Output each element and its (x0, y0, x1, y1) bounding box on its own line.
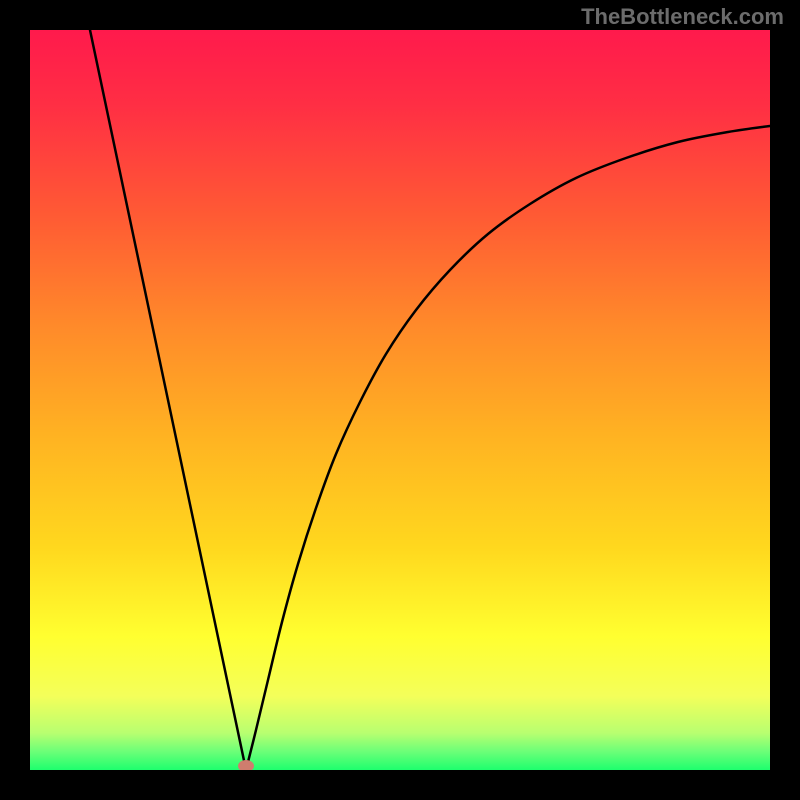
chart-container: TheBottleneck.com (0, 0, 800, 800)
curve-left-segment (90, 30, 246, 770)
watermark-text: TheBottleneck.com (581, 4, 784, 30)
curve-right-segment (246, 126, 770, 770)
plot-area (30, 30, 770, 770)
bottleneck-curve (30, 30, 770, 770)
minimum-marker (238, 760, 254, 770)
